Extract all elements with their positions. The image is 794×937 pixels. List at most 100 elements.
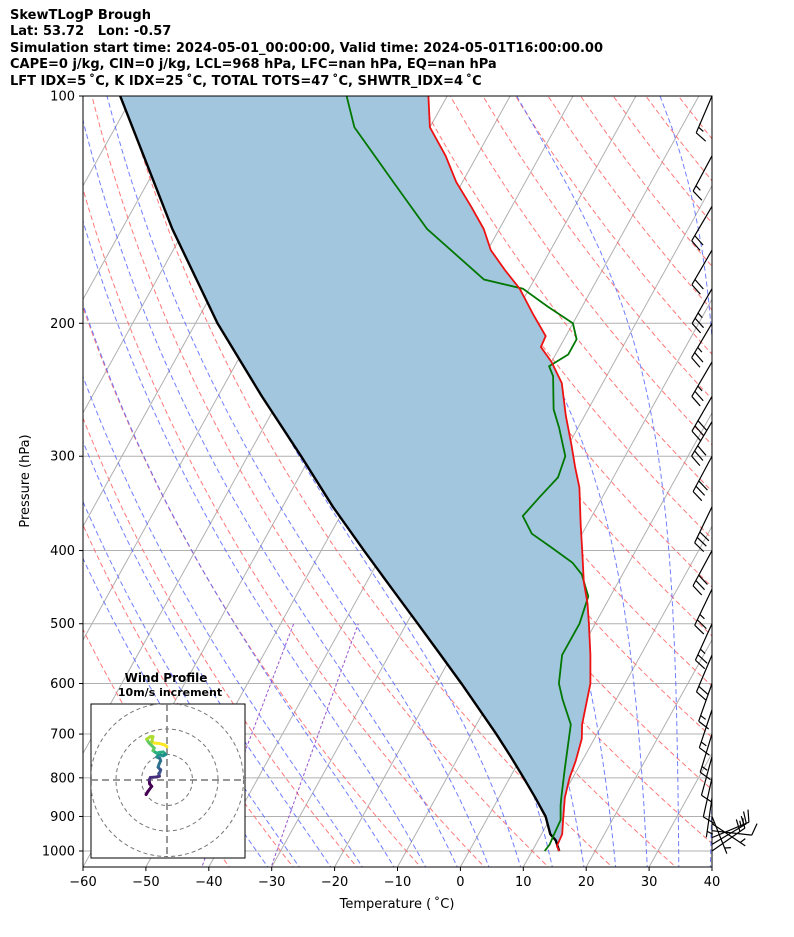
parcel-path-line: [119, 96, 561, 852]
wind-barb-staff: [695, 95, 713, 134]
wind-barb-flag: [696, 691, 707, 701]
hodograph-plot: [91, 704, 245, 858]
wind-barb-flag: [694, 235, 704, 246]
wind-barb-staff: [691, 421, 713, 457]
dry-adiabat-line: [710, 96, 712, 99]
wind-barb-flag: [701, 794, 713, 803]
wind-barb-staff: [691, 206, 713, 242]
wind-barb: [711, 809, 750, 839]
wind-barb-flag: [692, 190, 703, 201]
wind-barb-flag: [695, 580, 705, 591]
profiles: [119, 96, 592, 852]
wind-barb-flag: [700, 715, 707, 720]
wind-barb-flag: [694, 542, 705, 553]
x-tick-label: 0: [456, 875, 464, 890]
wind-barb-staff: [698, 709, 713, 748]
y-tick-label: 900: [50, 810, 75, 825]
moist-adiabat-line: [106, 96, 490, 867]
wind-barb-staff: [692, 550, 713, 587]
y-tick-label: 1000: [42, 845, 75, 860]
y-tick-label: 800: [50, 771, 75, 786]
dry-adiabat-line: [384, 96, 712, 540]
wind-barb-staff: [691, 396, 713, 432]
x-tick-label: 30: [641, 875, 658, 890]
wind-barb-staff: [702, 777, 713, 818]
x-tick-label: −50: [132, 875, 159, 890]
wind-barb-flag: [698, 574, 708, 585]
wind-barb-flag: [692, 491, 703, 502]
wind-barb: [698, 709, 713, 756]
dewpoint-line: [345, 96, 590, 852]
wind-barb-flag: [697, 312, 703, 319]
wind-barb-staff: [698, 683, 713, 722]
hodograph-inset: [90, 703, 246, 859]
wind-barb-flag: [698, 480, 708, 491]
x-tick-label: −60: [69, 875, 96, 890]
y-tick-label: 700: [50, 728, 75, 743]
wind-barbs: [691, 95, 758, 854]
parcel-shaded-area: [120, 96, 591, 851]
wind-barb-flag: [697, 420, 707, 431]
wind-barb: [694, 506, 713, 553]
x-axis-label: Temperature ( ˚C): [339, 896, 455, 912]
isotherm-line: [397, 298, 712, 867]
dry-adiabat-line: [678, 96, 712, 140]
y-tick-label: 400: [50, 544, 75, 559]
x-tick-label: −40: [195, 875, 222, 890]
x-tick-label: −10: [384, 875, 411, 890]
y-axis-label: Pressure (hPa): [18, 434, 33, 527]
wind-barb: [692, 550, 713, 596]
wind-barb-flag: [694, 450, 704, 461]
wind-barb-staff: [705, 797, 713, 838]
wind-barb: [694, 623, 713, 670]
wind-barb: [694, 588, 713, 635]
wind-barb-staff: [691, 249, 713, 286]
wind-barb-staff: [711, 821, 750, 839]
temperature-line: [427, 96, 592, 852]
moist-adiabat-line: [83, 219, 427, 867]
wind-barb-flag: [735, 819, 741, 832]
wind-barb-staff: [711, 816, 728, 854]
wind-barb: [700, 756, 713, 803]
y-tick-label: 600: [50, 677, 75, 692]
wind-barb: [691, 361, 713, 407]
y-tick-label: 200: [50, 317, 75, 332]
wind-barb-flag: [698, 685, 709, 696]
axes: −60 −50 −40 −30 −20 −10 0 10 20 30 40 100 200 300 400 5…: [42, 90, 720, 891]
wind-barb-staff: [694, 506, 713, 544]
isotherm-line: [711, 865, 712, 867]
wind-barb: [691, 206, 713, 251]
wind-barb-flag: [695, 659, 706, 670]
wind-barb-staff: [695, 654, 713, 693]
wind-barb-flag: [698, 126, 704, 132]
hodograph-trace-segment: [162, 743, 169, 749]
hodograph-title: Wind Profile: [125, 671, 208, 685]
wind-barb-staff: [711, 827, 746, 852]
wind-barb-flag: [700, 741, 707, 747]
wind-barb-flag: [691, 430, 701, 441]
isotherm-line: [0, 96, 70, 867]
wind-barb: [691, 249, 713, 295]
wind-barb-flag: [694, 390, 704, 402]
hodograph-ring: [91, 704, 244, 857]
hodograph-frame: [90, 703, 246, 859]
wind-barb-flag: [694, 425, 704, 436]
cape-cin-area: [120, 96, 591, 851]
wind-barb: [691, 288, 713, 334]
wind-barb-staff: [711, 823, 746, 847]
dry-adiabat-line: [449, 96, 712, 446]
wind-barb-staff: [692, 455, 713, 492]
wind-barb-staff: [700, 756, 713, 796]
wind-barb-flag: [691, 396, 701, 407]
wind-barb-flag: [697, 346, 703, 353]
wind-barb-flag: [694, 624, 705, 635]
mixing-ratio-line: [270, 623, 359, 867]
indices-line-2: LFT IDX=5 ˚C, K IDX=25 ˚C, TOTAL TOTS=47…: [10, 73, 482, 89]
wind-barb-flag: [698, 720, 710, 730]
isotherm-line: [522, 525, 712, 867]
location-line: Lat: 53.72 Lon: -0.57: [10, 24, 172, 40]
moist-adiabat-line: [83, 500, 300, 867]
dry-adiabat-line: [83, 187, 486, 867]
dry-adiabat-line: [83, 523, 294, 867]
